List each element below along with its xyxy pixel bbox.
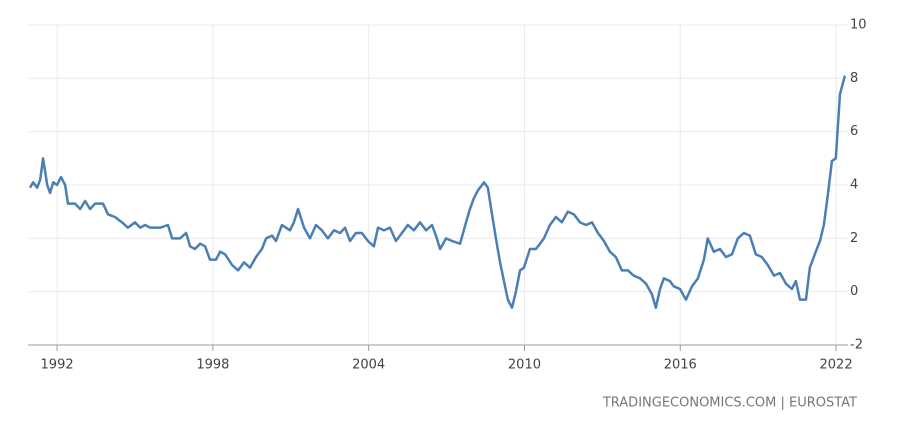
x-tick-label: 1992 xyxy=(41,358,74,373)
y-tick-label: 8 xyxy=(850,71,858,86)
source: TRADINGECONOMICS.COM | EUROSTAT xyxy=(602,396,857,411)
x-tick-label: 2022 xyxy=(820,358,853,373)
y-tick-label: 10 xyxy=(850,18,867,33)
y-tick-label: 4 xyxy=(850,178,858,193)
y-tick-label: 6 xyxy=(850,124,858,139)
x-tick-label: 2016 xyxy=(664,358,697,373)
y-tick-label: 0 xyxy=(850,284,858,299)
y-tick-label: 2 xyxy=(850,231,858,246)
line-series xyxy=(28,75,847,309)
x-tick-label: 1998 xyxy=(196,358,229,373)
x-tick-label: 2004 xyxy=(352,358,385,373)
y-tick-label: -2 xyxy=(850,338,863,353)
x-tick-label: 2010 xyxy=(508,358,541,373)
